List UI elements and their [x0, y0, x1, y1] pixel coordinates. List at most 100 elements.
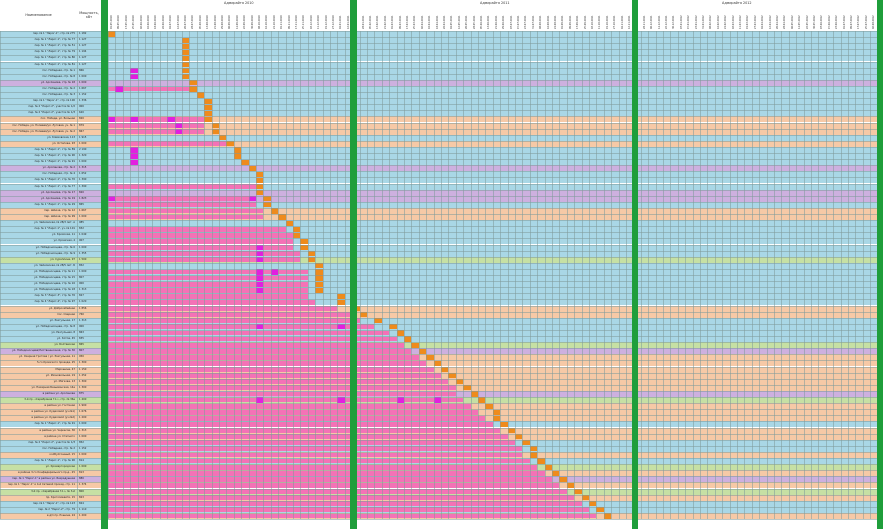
row-power-cell[interactable]: 1 000 [79, 269, 87, 273]
row-power-cell[interactable]: 1 856 [79, 306, 87, 310]
deadline-cell[interactable] [204, 104, 212, 110]
row-power-cell[interactable]: 1 313 [79, 318, 87, 322]
row-power-cell[interactable]: 814 [79, 459, 84, 462]
schedule-bar[interactable] [108, 312, 353, 318]
row-name-cell[interactable]: пер. № 4 "Ларог-4", стр. № 97 [34, 300, 75, 304]
deadline-cell[interactable] [404, 336, 412, 342]
row-name-cell[interactable]: в районе ул. Кудасовой (уч.№1) [31, 410, 75, 414]
date-column-header[interactable]: 23.06.2012 [835, 15, 839, 29]
row-name-cell[interactable]: пер. № 1 "Ларог-1", стр. № 91 [34, 422, 75, 426]
deadline-cell[interactable] [263, 202, 271, 208]
schedule-bar[interactable] [108, 123, 205, 128]
row-name-cell[interactable]: пос. Победная, стр. № 3 [42, 93, 75, 96]
row-power-cell[interactable]: 1 915 [79, 135, 87, 139]
schedule-bar[interactable] [108, 208, 264, 214]
row-power-cell[interactable]: 866 [79, 68, 84, 72]
row-name-cell[interactable]: пос. Победа, ул. Больная [40, 117, 75, 121]
deadline-cell[interactable] [603, 513, 612, 519]
row-name-cell[interactable]: ул. Кромаргородская [45, 465, 75, 469]
row-name-cell[interactable]: пер. № 1 "Ларог-1", стр. № 100 [32, 99, 75, 103]
row-power-cell[interactable]: 1 676 [79, 410, 87, 414]
schedule-bar[interactable] [108, 428, 501, 433]
date-column-header[interactable]: 03.12.2010 [309, 15, 313, 29]
date-column-header[interactable]: 02.04.2011 [420, 15, 424, 29]
row-name-cell[interactable]: Мирошина, 47 [55, 367, 75, 371]
row-power-cell[interactable]: 1 127 [79, 62, 87, 66]
row-name-cell[interactable]: пос. Победная, стр. № 1 [42, 68, 75, 72]
row-name-cell[interactable]: пер. № 1 "Ларог-1", уч. № 101 [34, 227, 75, 231]
deadline-cell[interactable] [108, 31, 116, 37]
date-column-header[interactable]: 25.07.2012 [864, 15, 868, 29]
row-name-cell[interactable]: пер. № 1 "Ларог-1", стр. № 275 [32, 32, 75, 35]
row-name-cell[interactable]: ул. Изоновольная, 19 [45, 373, 75, 377]
row-name-cell[interactable]: ул. Добросебейная [48, 306, 75, 310]
deadline-cell[interactable] [211, 129, 219, 135]
row-name-cell[interactable]: пер. № 1 "Ларог-1", стр. № 123 [32, 501, 75, 505]
date-column-header[interactable]: 01.09.2011 [561, 15, 565, 29]
date-column-header[interactable]: 19.10.2011 [605, 15, 609, 29]
row-name-cell[interactable]: пер. № 1 "Ларог-1", стр. № 81 [34, 62, 75, 66]
row-power-cell[interactable]: 1 000 [79, 434, 87, 438]
power-column-header[interactable]: Мощность, кВт [77, 0, 102, 32]
row-power-cell[interactable]: 900 [79, 324, 84, 328]
date-column-header[interactable]: 14.09.2010 [235, 15, 239, 29]
row-name-cell[interactable]: ул. Победоносцева, стр. № 16 [34, 282, 75, 286]
row-power-cell[interactable]: 852 [79, 263, 84, 267]
row-power-cell[interactable]: 1 652 [79, 172, 87, 176]
row-power-cell[interactable]: 1 150 [79, 367, 87, 371]
deadline-cell[interactable] [411, 342, 419, 348]
row-power-cell[interactable]: 824 [79, 501, 84, 505]
deadline-cell[interactable] [515, 434, 523, 440]
deadline-cell[interactable] [278, 214, 286, 220]
schedule-bar[interactable] [108, 373, 441, 379]
row-name-cell[interactable]: пос. Победа, ул. Полевая/ул. Луговая, уч… [12, 129, 75, 133]
row-name-cell[interactable]: пос. Победная, стр. № 4 [42, 172, 75, 176]
date-column-header[interactable]: 05.02.2011 [369, 15, 372, 29]
row-power-cell[interactable]: 879 [79, 123, 84, 127]
schedule-bar[interactable] [108, 214, 264, 220]
date-column-header[interactable]: 17.03.2011 [406, 15, 409, 29]
date-column-header[interactable]: 28.04.2012 [783, 15, 787, 29]
row-name-cell[interactable]: в районе ул. Арсланова [42, 391, 75, 395]
row-name-cell[interactable]: ул. Разгульная, 17 [49, 318, 75, 322]
schedule-bar[interactable] [108, 336, 397, 342]
deadline-cell[interactable] [470, 391, 478, 397]
row-power-cell[interactable]: 950 [79, 355, 84, 359]
schedule-bar[interactable] [108, 129, 205, 135]
row-power-cell[interactable]: 1 313 [79, 288, 87, 292]
date-column-header[interactable]: 17.07.2012 [857, 15, 861, 29]
row-name-cell[interactable]: пер. № 1 "Ларог-1", стр. № 51 [34, 44, 75, 48]
date-column-header[interactable]: 20.07.2010 [184, 15, 187, 29]
date-column-header[interactable]: 17.09.2011 [576, 15, 580, 29]
deadline-cell[interactable] [441, 366, 449, 373]
row-power-cell[interactable]: 1 300 [79, 361, 87, 365]
date-column-header[interactable]: 24.10.2010 [272, 15, 276, 29]
date-column-header[interactable]: 08.10.2010 [258, 15, 261, 29]
milestone-cell[interactable] [248, 196, 256, 202]
date-column-header[interactable]: 04.04.2012 [761, 15, 765, 29]
schedule-bar[interactable] [108, 196, 249, 202]
milestone-cell[interactable] [337, 397, 345, 403]
date-column-header[interactable]: 24.02.2012 [724, 15, 728, 29]
date-column-header[interactable]: 04.05.2011 [450, 15, 454, 29]
row-power-cell[interactable]: 1 500 [79, 257, 87, 261]
deadline-cell[interactable] [293, 232, 301, 238]
date-column-header[interactable]: 04.11.2011 [620, 15, 624, 29]
deadline-cell[interactable] [500, 421, 508, 428]
deadline-cell[interactable] [204, 110, 212, 116]
date-column-header[interactable]: 14.05.2012 [798, 15, 802, 29]
date-column-header[interactable]: 18.06.2010 [154, 15, 158, 29]
deadline-cell[interactable] [256, 183, 264, 190]
deadline-cell[interactable] [448, 373, 456, 379]
schedule-bar[interactable] [108, 232, 293, 238]
deadline-cell[interactable] [307, 257, 316, 263]
schedule-bar[interactable] [108, 348, 412, 354]
row-name-cell[interactable]: пер. № 3 "Ларог-3", стр. № 76 [34, 294, 75, 298]
row-power-cell[interactable]: 1 049 [79, 233, 87, 237]
schedule-bar[interactable] [108, 269, 308, 275]
date-column-header[interactable]: 28.05.2011 [472, 15, 476, 29]
milestone-cell[interactable] [130, 153, 138, 159]
schedule-bar[interactable] [108, 86, 190, 92]
deadline-cell[interactable] [566, 482, 575, 489]
deadline-cell[interactable] [374, 318, 382, 324]
